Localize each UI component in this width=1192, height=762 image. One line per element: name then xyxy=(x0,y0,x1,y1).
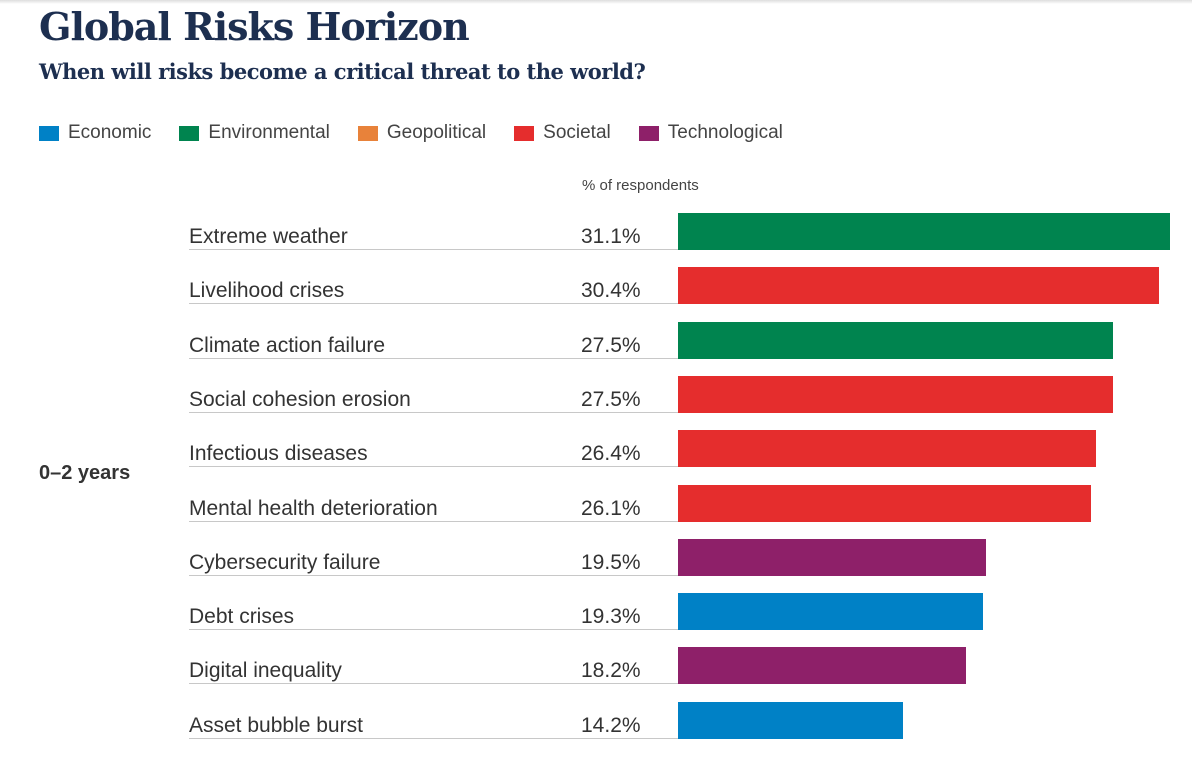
row-divider xyxy=(189,629,678,631)
bar-row: Climate action failure 27.5% xyxy=(189,321,1189,376)
legend-label: Technological xyxy=(667,122,783,143)
value-label: 14.2% xyxy=(581,713,641,737)
value-label: 31.1% xyxy=(581,225,641,248)
bar xyxy=(678,701,903,739)
row-divider xyxy=(189,466,678,468)
value-label: 19.3% xyxy=(581,605,641,629)
bar-row: Infectious diseases 26.4% xyxy=(189,430,1189,484)
bar xyxy=(678,213,1170,250)
row-divider xyxy=(189,737,678,739)
bar xyxy=(678,647,966,685)
bar xyxy=(678,375,1114,413)
bar-row: Livelihood crises 30.4% xyxy=(189,267,1189,321)
legend-label: Geopolitical xyxy=(386,122,487,143)
bar xyxy=(678,321,1114,359)
value-label: 19.5% xyxy=(581,550,641,574)
bar-row: Debt crises 19.3% xyxy=(189,593,1189,647)
unit-label: % of respondents xyxy=(582,177,699,194)
row-divider xyxy=(189,520,678,522)
row-divider xyxy=(189,303,678,305)
bar xyxy=(678,267,1159,305)
legend-swatch xyxy=(179,125,200,141)
chart-subtitle: When will risks become a critical threat… xyxy=(39,59,646,84)
row-divider xyxy=(189,683,678,685)
category-label: Extreme weather xyxy=(189,225,348,248)
category-label: Mental health deterioration xyxy=(189,496,438,520)
chart-title: Global Risks Horizon xyxy=(39,4,470,49)
category-label: Cybersecurity failure xyxy=(189,550,381,574)
bar xyxy=(678,538,987,576)
legend-swatch xyxy=(357,125,378,141)
row-divider xyxy=(189,249,678,250)
legend-item-economic: Economic xyxy=(39,122,151,144)
row-divider xyxy=(189,357,678,359)
period-label: 0–2 years xyxy=(39,462,131,484)
category-label: Climate action failure xyxy=(189,333,386,357)
bar-row: Social cohesion erosion 27.5% xyxy=(189,375,1189,430)
legend-swatch xyxy=(39,125,59,141)
value-label: 18.2% xyxy=(581,659,641,683)
value-label: 27.5% xyxy=(581,387,641,411)
row-divider xyxy=(189,574,678,576)
bar-row: Extreme weather 31.1% xyxy=(189,213,1189,267)
legend-item-geopolitical: Geopolitical xyxy=(357,122,487,144)
category-label: Infectious diseases xyxy=(189,442,368,466)
legend-label: Societal xyxy=(543,122,611,143)
value-label: 27.5% xyxy=(581,333,641,357)
bar-row: Mental health deterioration 26.1% xyxy=(189,484,1189,539)
category-label: Debt crises xyxy=(189,605,295,629)
row-divider xyxy=(189,411,678,413)
bar xyxy=(678,593,984,631)
legend-item-technological: Technological xyxy=(638,122,783,144)
category-label: Asset bubble burst xyxy=(189,713,363,737)
legend-label: Economic xyxy=(68,122,152,143)
legend-item-societal: Societal xyxy=(514,122,611,144)
value-label: 30.4% xyxy=(581,279,641,303)
legend-label: Environmental xyxy=(208,122,330,143)
top-shadow xyxy=(0,0,1192,4)
category-label: Livelihood crises xyxy=(189,279,345,303)
legend-item-environmental: Environmental xyxy=(179,122,330,144)
bar-row: Asset bubble burst 14.2% xyxy=(189,701,1189,756)
value-label: 26.1% xyxy=(581,496,641,520)
legend-swatch xyxy=(514,125,535,141)
category-label: Digital inequality xyxy=(189,659,342,683)
value-label: 26.4% xyxy=(581,442,641,466)
bar xyxy=(678,484,1091,522)
bar-row: Digital inequality 18.2% xyxy=(189,647,1189,701)
category-label: Social cohesion erosion xyxy=(189,387,411,411)
bar xyxy=(678,430,1096,468)
bar-row: Cybersecurity failure 19.5% xyxy=(189,538,1189,593)
legend: Economic Environmental Geopolitical Societa… xyxy=(39,122,783,144)
legend-swatch xyxy=(638,125,659,141)
